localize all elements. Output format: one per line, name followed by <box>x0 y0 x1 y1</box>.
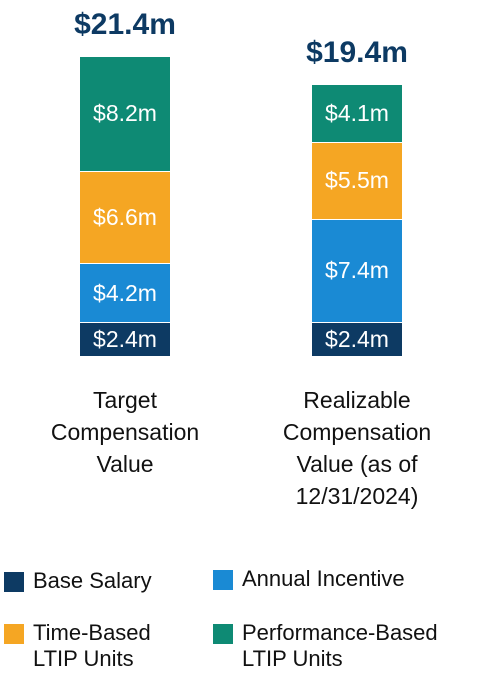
bar-segment: $2.4m <box>80 322 170 356</box>
legend-swatch <box>213 624 233 644</box>
total-label: $19.4m <box>306 36 408 70</box>
bar-segment: $7.4m <box>312 218 402 323</box>
bar-segment: $5.5m <box>312 141 402 219</box>
legend-label: Base Salary <box>33 568 152 593</box>
x-tick-label: Realizable Compensation Value (as of 12/… <box>282 387 432 509</box>
legend-item: Time-Based LTIP Units <box>4 620 184 672</box>
legend-label: Performance-Based LTIP Units <box>242 620 438 671</box>
legend-item: Performance-Based LTIP Units <box>213 620 483 672</box>
bar-segment: $4.1m <box>312 84 402 142</box>
total-label: $21.4m <box>74 8 176 41</box>
legend-swatch <box>4 624 24 644</box>
legend-swatch <box>213 570 233 590</box>
legend-swatch <box>4 572 24 592</box>
bar-segment: $8.2m <box>80 56 170 171</box>
legend-item: Annual Incentive <box>213 566 473 592</box>
legend-label: Time-Based LTIP Units <box>33 620 151 671</box>
bar-segment: $4.2m <box>80 263 170 323</box>
legend-item: Base Salary <box>4 568 184 594</box>
bar-segment: $6.6m <box>80 170 170 264</box>
bar-segment: $2.4m <box>312 322 402 356</box>
x-tick-label: Target Compensation Value <box>50 387 200 477</box>
legend-label: Annual Incentive <box>242 566 405 591</box>
